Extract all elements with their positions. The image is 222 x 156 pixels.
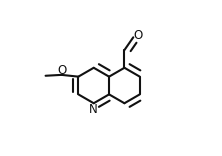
Text: O: O [58,63,67,77]
Text: O: O [133,29,143,41]
Text: N: N [89,103,98,116]
